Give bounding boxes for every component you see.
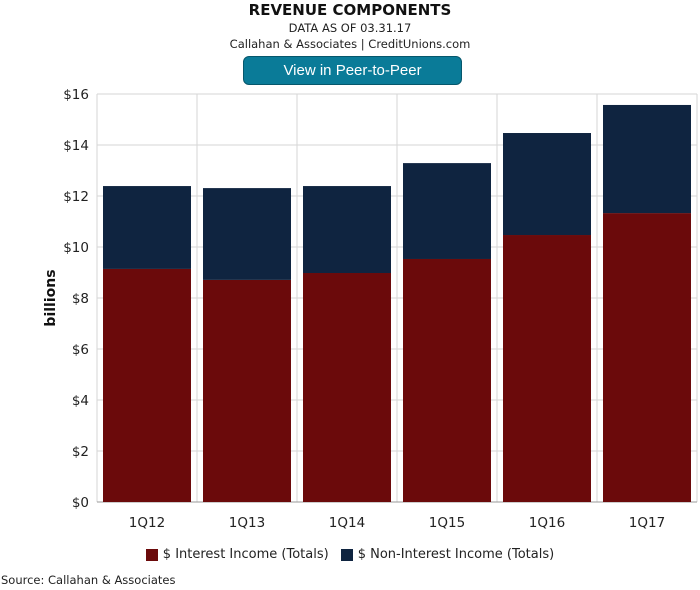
x-tick-label: 1Q17 bbox=[629, 515, 665, 531]
bar-interest bbox=[303, 273, 391, 502]
source-note: Source: Callahan & Associates bbox=[1, 573, 176, 587]
y-axis-label: billions bbox=[43, 269, 59, 326]
bar-non-interest bbox=[403, 163, 491, 259]
chart-title: REVENUE COMPONENTS bbox=[248, 1, 452, 19]
legend-label: $ Interest Income (Totals) bbox=[162, 547, 329, 562]
bar-non-interest bbox=[303, 186, 391, 274]
y-tick-label: $0 bbox=[72, 495, 89, 511]
plot-area: $0 $2 $4 $6 $8 $10 $12 $14 $16 1Q12 1Q13 1Q14 1Q15 1Q… bbox=[43, 87, 698, 531]
legend-item-non-interest[interactable]: $ Non-Interest Income (Totals) bbox=[340, 547, 555, 562]
bar-interest bbox=[603, 213, 691, 502]
x-tick-label: 1Q14 bbox=[329, 515, 365, 531]
legend-swatch-non-interest bbox=[340, 548, 353, 561]
y-tick-label: $12 bbox=[63, 189, 89, 205]
y-tick-label: $14 bbox=[63, 138, 89, 154]
bar-interest bbox=[103, 268, 191, 502]
y-tick-label: $2 bbox=[72, 444, 89, 460]
bar-non-interest bbox=[603, 104, 691, 214]
bar-interest bbox=[503, 235, 591, 502]
x-tick-label: 1Q16 bbox=[529, 515, 565, 531]
view-peer-to-peer-button[interactable]: View in Peer-to-Peer bbox=[243, 56, 462, 85]
bar-interest bbox=[203, 279, 291, 502]
legend-item-interest[interactable]: $ Interest Income (Totals) bbox=[145, 547, 329, 562]
bar-non-interest bbox=[203, 188, 291, 280]
bar-non-interest bbox=[503, 133, 591, 236]
y-tick-label: $4 bbox=[72, 393, 89, 409]
legend-swatch-interest bbox=[145, 548, 158, 561]
bar-non-interest bbox=[103, 186, 191, 269]
date-line: DATA AS OF 03.31.17 bbox=[288, 21, 412, 35]
legend-label: $ Non-Interest Income (Totals) bbox=[357, 547, 555, 562]
y-tick-label: $16 bbox=[63, 87, 89, 103]
x-tick-label: 1Q12 bbox=[129, 515, 165, 531]
y-tick-label: $6 bbox=[72, 342, 89, 358]
bar-interest bbox=[403, 258, 491, 502]
y-tick-label: $10 bbox=[63, 240, 89, 256]
y-tick-label: $8 bbox=[72, 291, 89, 307]
legend: $ Interest Income (Totals) $ Non-Interes… bbox=[0, 547, 700, 562]
x-tick-label: 1Q13 bbox=[229, 515, 265, 531]
credit-line: Callahan & Associates | CreditUnions.com bbox=[229, 37, 471, 51]
x-tick-label: 1Q15 bbox=[429, 515, 465, 531]
